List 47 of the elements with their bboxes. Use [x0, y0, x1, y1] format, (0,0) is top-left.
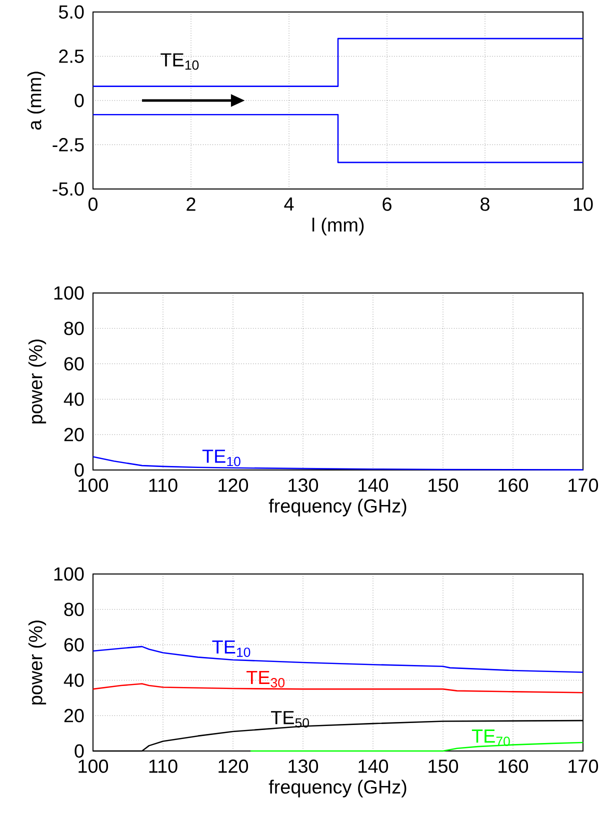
x-axis-title: frequency (GHz)	[268, 780, 406, 798]
y-tick-label: 100	[54, 286, 84, 300]
series-label: TE$_{10}$	[212, 640, 250, 657]
x-tick-label: 170	[568, 478, 598, 492]
x-tick-label: 140	[358, 760, 388, 773]
x-tick-label: 130	[288, 760, 318, 773]
x-tick-label: 160	[498, 760, 528, 773]
x-tick-label: 160	[498, 478, 528, 492]
x-tick-label: 170	[568, 760, 598, 773]
x-tick-label: 8	[480, 197, 490, 211]
series-label: TE$_{10}$	[202, 450, 240, 466]
x-tick-label: 110	[149, 478, 178, 492]
x-tick-label: 4	[284, 198, 294, 211]
y-tick-label: 60	[64, 357, 84, 370]
y-tick-label: 80	[64, 322, 84, 336]
y-tick-label: 5.0	[58, 5, 84, 19]
y-tick-label: 0	[74, 94, 84, 108]
y-tick-label: -2.5	[52, 138, 84, 152]
annotation: TE$_{10}$	[160, 53, 199, 70]
y-tick-label: 80	[64, 602, 84, 616]
x-tick-label: 150	[428, 478, 458, 492]
y-tick-label: 40	[64, 673, 84, 687]
x-tick-label: 2	[186, 197, 196, 211]
y-tick-label: -5.0	[52, 182, 84, 196]
x-tick-label: 120	[218, 760, 248, 773]
x-axis-title: frequency (GHz)	[268, 498, 406, 516]
y-tick-label: 60	[64, 638, 84, 652]
y-tick-label: 0	[74, 463, 84, 477]
y-axis-title: power (%)	[28, 340, 46, 424]
x-tick-label: 110	[149, 760, 178, 773]
y-tick-label: 100	[54, 567, 84, 581]
series-label: TE$_{30}$	[246, 670, 284, 688]
x-tick-label: 10	[574, 197, 593, 211]
x-tick-label: 120	[218, 478, 248, 492]
x-tick-label: 150	[428, 760, 458, 773]
y-axis-title: power (%)	[28, 620, 46, 704]
y-tick-label: 40	[64, 392, 84, 406]
y-tick-label: 2.5	[59, 50, 84, 63]
x-tick-label: 130	[288, 478, 318, 492]
y-tick-label: 20	[64, 708, 84, 722]
y-tick-label: 20	[64, 428, 84, 442]
y-tick-label: 0	[74, 744, 84, 758]
x-tick-label: 140	[358, 478, 388, 492]
x-tick-label: 6	[382, 197, 392, 211]
x-axis-title: l (mm)	[312, 218, 364, 236]
y-axis-title: a (mm)	[27, 72, 46, 130]
x-tick-label: 0	[88, 197, 98, 211]
